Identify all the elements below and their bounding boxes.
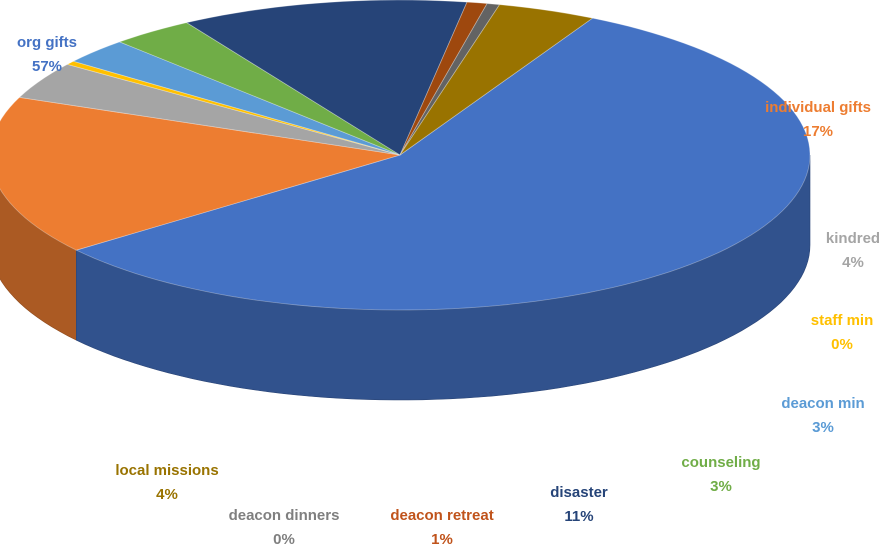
- data-label-local-missions: local missions 4%: [115, 462, 218, 503]
- slice-percent-label: 57%: [32, 58, 62, 75]
- slice-percent-label: 17%: [803, 123, 833, 140]
- data-label-staff-min: staff min 0%: [811, 312, 874, 353]
- slice-name-label: counseling: [681, 454, 760, 471]
- slice-percent-label: 4%: [842, 254, 864, 271]
- slice-percent-label: 1%: [431, 531, 453, 548]
- slice-name-label: disaster: [550, 484, 608, 501]
- data-label-deacon-min: deacon min 3%: [781, 395, 864, 436]
- data-label-org-gifts: org gifts 57%: [17, 34, 77, 75]
- data-label-deacon-retreat: deacon retreat 1%: [390, 507, 493, 548]
- slice-percent-label: 3%: [710, 478, 732, 495]
- slice-kindred: [18, 63, 401, 156]
- slice-name-label: kindred: [826, 230, 880, 247]
- slice-percent-label: 0%: [831, 336, 853, 353]
- slice-deacon-min: [72, 41, 401, 156]
- slice-disaster: [185, 0, 468, 156]
- slice-name-label: deacon dinners: [229, 507, 340, 524]
- data-label-individual-gifts: individual gifts 17%: [765, 99, 871, 140]
- slice-name-label: local missions: [115, 462, 218, 479]
- slice-counseling: [118, 22, 401, 156]
- slice-name-label: deacon min: [781, 395, 864, 412]
- slice-percent-label: 3%: [812, 419, 834, 436]
- data-label-disaster: disaster 11%: [550, 484, 608, 525]
- slice-local-missions: [399, 4, 594, 156]
- slice-percent-label: 0%: [273, 531, 295, 548]
- slice-percent-label: 11%: [564, 508, 593, 525]
- slice-side-org-gifts: [76, 154, 811, 401]
- slice-side-individual-gifts: [0, 188, 77, 341]
- slice-org-gifts: [75, 17, 811, 311]
- slice-name-label: org gifts: [17, 34, 77, 51]
- slice-individual-gifts: [0, 96, 401, 251]
- slice-name-label: individual gifts: [765, 99, 871, 116]
- slice-name-label: deacon retreat: [390, 507, 493, 524]
- slice-name-label: staff min: [811, 312, 874, 329]
- data-label-deacon-dinners: deacon dinners 0%: [229, 507, 340, 548]
- data-label-kindred: kindred 4%: [826, 230, 880, 271]
- slice-percent-label: 4%: [156, 486, 178, 503]
- data-label-counseling: counseling 3%: [681, 454, 760, 495]
